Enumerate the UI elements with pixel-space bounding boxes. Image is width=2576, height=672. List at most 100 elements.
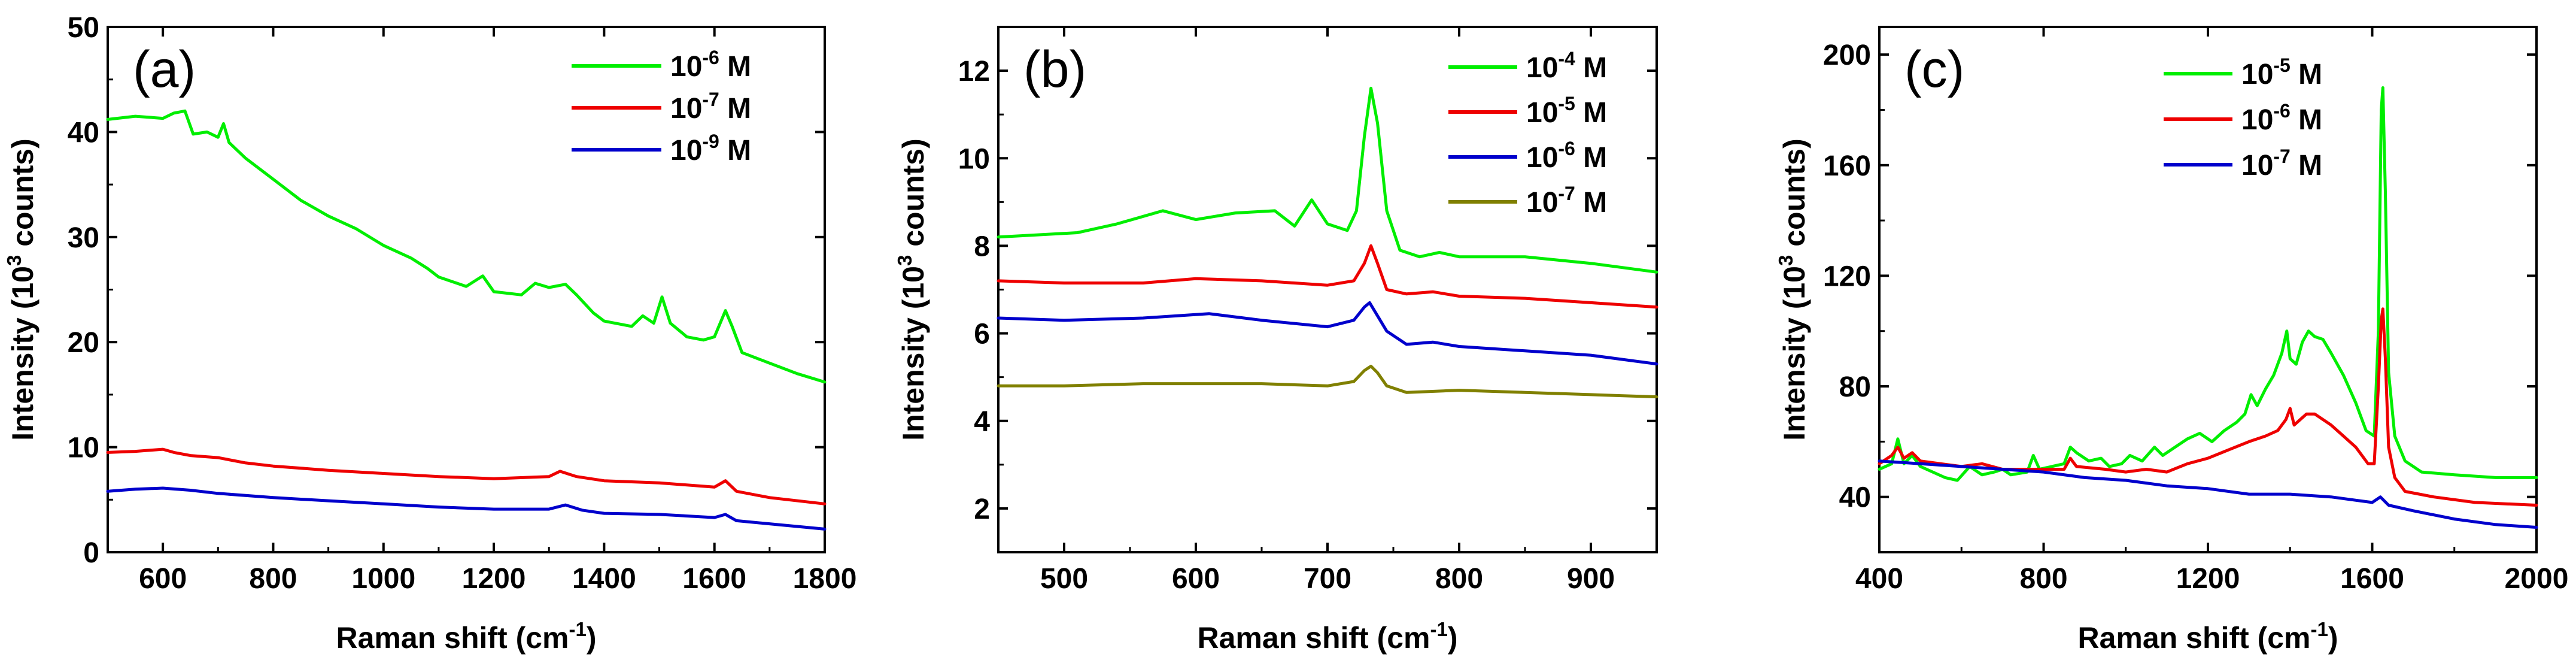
x-axis-title-main: Raman shift (cm bbox=[2078, 621, 2311, 655]
x-axis-title-sup: -1 bbox=[2310, 618, 2328, 640]
legend-sup: -5 bbox=[2273, 55, 2290, 76]
x-tick-label: 800 bbox=[2019, 563, 2067, 595]
x-axis-title: Raman shift (cm-1) bbox=[1198, 618, 1458, 655]
y-axis-title-sup: 3 bbox=[3, 255, 25, 266]
series-line-10-4m bbox=[997, 86, 1658, 274]
series-line-10-6m bbox=[997, 301, 1658, 366]
x-tick-label: 1200 bbox=[462, 563, 526, 595]
legend-entry: 10-9 M bbox=[670, 131, 751, 167]
x-axis-title-main: Raman shift (cm bbox=[336, 621, 569, 655]
legend-sup: -5 bbox=[1558, 93, 1575, 114]
legend-entry: 10-6 M bbox=[670, 47, 751, 83]
y-tick-label: 10 bbox=[68, 432, 99, 464]
legend-unit: M bbox=[1575, 142, 1607, 174]
panel-label: (a) bbox=[133, 41, 196, 98]
series-line-10-7m bbox=[1878, 459, 2538, 529]
y-tick-label: 4 bbox=[974, 406, 990, 438]
y-axis-title-sup: 3 bbox=[1775, 255, 1797, 266]
legend-sup: -7 bbox=[1558, 183, 1575, 204]
series-line-10-7m bbox=[997, 364, 1658, 399]
series-line-10-5m bbox=[1878, 86, 2538, 482]
legend-base: 10 bbox=[1526, 187, 1558, 219]
x-axis-title-sup: -1 bbox=[1430, 618, 1447, 640]
series-line-10-5m bbox=[997, 244, 1658, 309]
y-axis-title-end: counts) bbox=[897, 138, 930, 255]
legend-unit: M bbox=[719, 93, 751, 125]
legend-unit: M bbox=[1575, 52, 1607, 84]
x-tick-label: 800 bbox=[1435, 563, 1483, 595]
y-tick-label: 50 bbox=[68, 12, 99, 44]
legend-entry: 10-4 M bbox=[1526, 48, 1607, 84]
legend-entry: 10-7 M bbox=[2241, 146, 2322, 181]
panel-label: (c) bbox=[1904, 41, 1964, 98]
legend-entry: 10-6 M bbox=[1526, 138, 1607, 174]
y-axis-title-main: Intensity (10 bbox=[1778, 266, 1811, 441]
legend-entry: 10-5 M bbox=[2241, 55, 2322, 90]
x-tick-label: 600 bbox=[139, 563, 187, 595]
y-axis-title-main: Intensity (10 bbox=[897, 266, 930, 441]
legend-sup: -4 bbox=[1558, 48, 1575, 69]
x-axis-title-sup: -1 bbox=[569, 618, 586, 640]
x-axis-title-end: ) bbox=[2328, 621, 2338, 655]
legend-entry: 10-7 M bbox=[1526, 183, 1607, 219]
x-axis-title-end: ) bbox=[587, 621, 597, 655]
legend: 10-4 M10-5 M10-6 M10-7 M bbox=[1448, 48, 1607, 219]
x-tick-label: 1600 bbox=[682, 563, 746, 595]
x-tick-label: 2000 bbox=[2505, 563, 2569, 595]
legend-unit: M bbox=[2291, 59, 2322, 90]
legend-base: 10 bbox=[1526, 142, 1558, 174]
legend-sup: -6 bbox=[2273, 100, 2290, 122]
legend-base: 10 bbox=[670, 135, 702, 167]
x-tick-label: 500 bbox=[1040, 563, 1088, 595]
legend-base: 10 bbox=[2241, 150, 2273, 181]
y-tick-label: 2 bbox=[974, 494, 990, 525]
x-tick-label: 1400 bbox=[572, 563, 636, 595]
y-tick-label: 8 bbox=[974, 231, 990, 262]
legend-sup: -6 bbox=[702, 47, 719, 68]
legend-base: 10 bbox=[2241, 104, 2273, 136]
x-axis-title: Raman shift (cm-1) bbox=[336, 618, 597, 655]
y-axis-title-end: counts) bbox=[6, 138, 40, 255]
y-tick-label: 200 bbox=[1823, 40, 1871, 71]
series-line-10-6m bbox=[1878, 307, 2538, 507]
x-tick-label: 600 bbox=[1172, 563, 1220, 595]
x-tick-label: 1000 bbox=[351, 563, 415, 595]
y-tick-label: 120 bbox=[1823, 261, 1871, 292]
x-tick-label: 900 bbox=[1567, 563, 1615, 595]
legend-base: 10 bbox=[1526, 97, 1558, 129]
x-axis-title-main: Raman shift (cm bbox=[1198, 621, 1430, 655]
legend-unit: M bbox=[719, 135, 751, 167]
y-tick-label: 40 bbox=[68, 117, 99, 149]
x-tick-label: 400 bbox=[1855, 563, 1903, 595]
panel-label: (b) bbox=[1023, 41, 1086, 98]
legend-base: 10 bbox=[1526, 52, 1558, 84]
legend-base: 10 bbox=[670, 51, 702, 83]
x-tick-label: 1200 bbox=[2176, 563, 2240, 595]
y-axis-title: Intensity (103 counts) bbox=[3, 138, 40, 441]
legend-entry: 10-6 M bbox=[2241, 100, 2322, 136]
x-axis-title: Raman shift (cm-1) bbox=[2078, 618, 2338, 655]
series-line-10-6m bbox=[106, 109, 827, 384]
chart-panel-1: 600 800 1000 1200 1400 1600 1800 0 10 20 30 40 50 (a)… bbox=[3, 12, 856, 655]
legend-entry: 10-7 M bbox=[670, 89, 751, 125]
y-axis-title-main: Intensity (10 bbox=[6, 266, 40, 441]
y-tick-label: 0 bbox=[83, 537, 99, 569]
y-tick-label: 80 bbox=[1839, 371, 1871, 403]
y-tick-label: 12 bbox=[958, 56, 990, 87]
y-axis-title: Intensity (103 counts) bbox=[1775, 138, 1811, 441]
legend-unit: M bbox=[719, 51, 751, 83]
legend-sup: -6 bbox=[1558, 138, 1575, 159]
legend-unit: M bbox=[2291, 104, 2322, 136]
x-axis-title-end: ) bbox=[1448, 621, 1458, 655]
y-tick-label: 20 bbox=[68, 327, 99, 359]
legend-unit: M bbox=[1575, 97, 1607, 129]
y-axis-title-sup: 3 bbox=[894, 255, 916, 266]
legend-unit: M bbox=[2291, 150, 2322, 181]
x-tick-label: 700 bbox=[1304, 563, 1351, 595]
legend-entry: 10-5 M bbox=[1526, 93, 1607, 129]
y-axis-title-end: counts) bbox=[1778, 138, 1811, 255]
y-tick-label: 30 bbox=[68, 222, 99, 254]
